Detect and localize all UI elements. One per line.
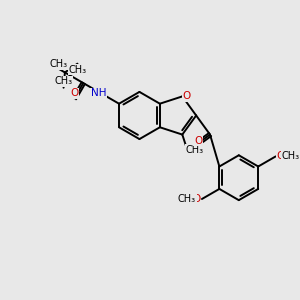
Text: NH: NH [91, 88, 106, 98]
Text: CH₃: CH₃ [50, 59, 68, 69]
Text: O: O [182, 92, 191, 101]
Text: O: O [194, 136, 202, 146]
Text: CH₃: CH₃ [282, 152, 300, 161]
Text: CH₃: CH₃ [186, 145, 204, 155]
Text: O: O [277, 152, 285, 161]
Text: O: O [193, 194, 201, 204]
Text: O: O [70, 88, 79, 98]
Text: CH₃: CH₃ [55, 76, 73, 86]
Text: CH₃: CH₃ [68, 65, 86, 75]
Text: CH₃: CH₃ [178, 194, 196, 204]
